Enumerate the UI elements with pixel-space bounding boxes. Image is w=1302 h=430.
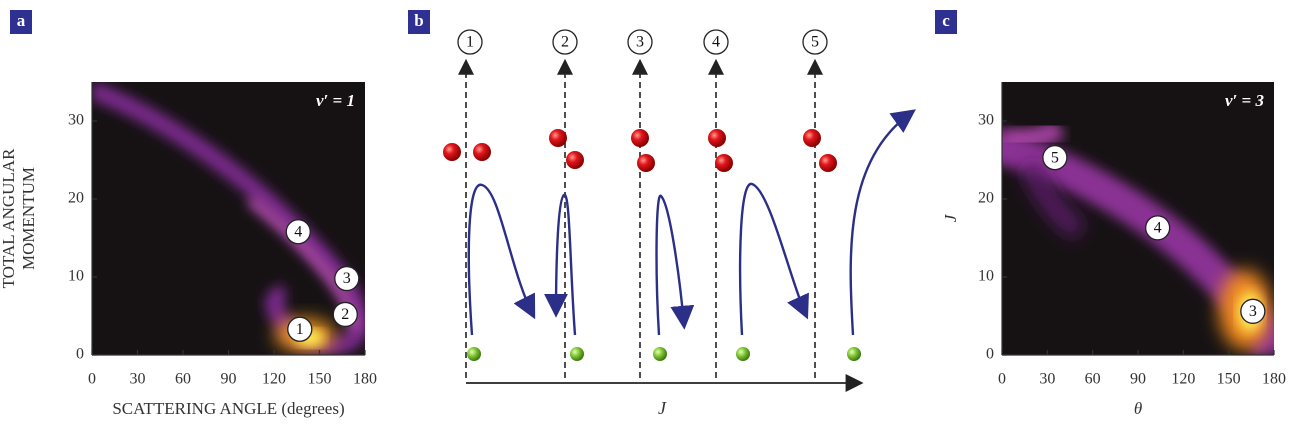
x-tick-label: 30 xyxy=(1039,371,1055,388)
x-axis-label: θ xyxy=(1134,399,1142,418)
y-axis-label: TOTAL ANGULAR xyxy=(0,148,18,288)
diagram-label: 4 xyxy=(712,34,720,51)
marker xyxy=(1144,215,1171,241)
annotation: v′ = 3 xyxy=(1225,91,1265,110)
y-tick-label: 0 xyxy=(986,346,994,363)
annotation: v′ = 1 xyxy=(316,91,355,110)
diagram-label: 3 xyxy=(636,34,644,51)
y-tick-label: 0 xyxy=(76,346,84,363)
marker-label: 2 xyxy=(341,306,349,323)
y-tick-label: 30 xyxy=(978,112,994,129)
y-tick-label: 10 xyxy=(978,268,994,285)
marker-label: 3 xyxy=(1249,303,1257,320)
marker xyxy=(287,316,313,342)
x-axis-label: J xyxy=(658,398,667,418)
marker xyxy=(1240,298,1266,324)
x-tick-label: 120 xyxy=(262,371,286,388)
y-axis-label: J xyxy=(941,213,960,222)
x-tick-label: 120 xyxy=(1171,371,1195,388)
marker-label: 4 xyxy=(294,223,302,240)
y-tick-label: 30 xyxy=(68,112,84,129)
x-tick-label: 150 xyxy=(308,371,332,388)
y-axis-label: MOMENTUM xyxy=(19,167,38,270)
marker-label: 3 xyxy=(343,270,351,287)
panel-label-box xyxy=(935,10,957,34)
label-circle xyxy=(552,29,578,55)
x-tick-label: 30 xyxy=(130,371,146,388)
marker xyxy=(1042,145,1068,171)
x-tick-label: 60 xyxy=(1085,371,1101,388)
y-tick-label: 10 xyxy=(68,268,84,285)
panel-label-box xyxy=(408,10,430,34)
marker-label: 5 xyxy=(1051,149,1059,166)
diagram-label: 2 xyxy=(561,34,569,51)
x-tick-label: 180 xyxy=(353,371,377,388)
marker-label: 4 xyxy=(1154,220,1162,237)
label-circle xyxy=(802,29,828,55)
label-circle xyxy=(627,29,653,55)
marker xyxy=(332,301,358,328)
y-tick-label: 20 xyxy=(68,190,84,207)
marker xyxy=(285,219,311,245)
x-axis-label: SCATTERING ANGLE (degrees) xyxy=(112,399,344,418)
diagram-label: 1 xyxy=(466,34,474,51)
marker-label: 1 xyxy=(296,321,304,338)
panel-label: c xyxy=(942,11,950,30)
y-tick-label: 20 xyxy=(978,190,994,207)
x-tick-label: 0 xyxy=(88,371,96,388)
panel-label-box xyxy=(10,10,32,34)
diagram xyxy=(443,58,916,392)
x-tick-label: 60 xyxy=(175,371,191,388)
label-circle xyxy=(703,29,729,55)
panel-label: a xyxy=(17,11,26,30)
x-tick-label: 0 xyxy=(998,371,1006,388)
label-circle xyxy=(457,29,483,55)
x-tick-label: 180 xyxy=(1262,371,1286,388)
x-tick-label: 150 xyxy=(1217,371,1241,388)
x-tick-label: 90 xyxy=(221,371,237,388)
diagram-label: 5 xyxy=(811,34,819,51)
heatmap-background xyxy=(92,82,365,355)
panel-label: b xyxy=(414,11,423,30)
x-tick-label: 90 xyxy=(1130,371,1146,388)
marker xyxy=(334,265,360,292)
